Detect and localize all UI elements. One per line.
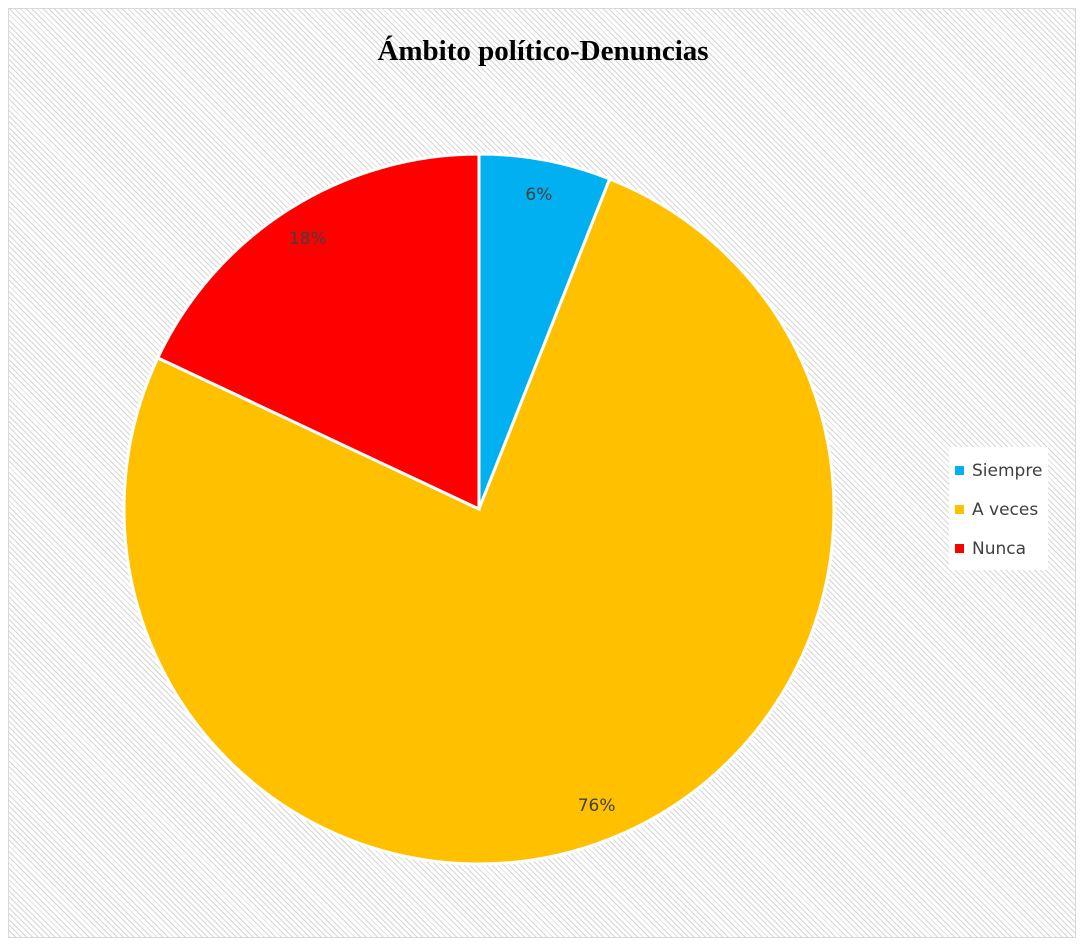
legend-swatch-siempre	[955, 466, 964, 475]
chart-title: Ámbito político-Denuncias	[377, 35, 709, 67]
legend-swatch-a-veces	[955, 505, 964, 514]
pie-slice-siempre	[477, 152, 612, 510]
legend: Siempre A veces Nunca	[949, 447, 1049, 570]
pie-slice-a-veces	[122, 176, 836, 866]
pie-plot: 6% 76% 18%	[122, 152, 836, 866]
legend-item-a-veces: A veces	[955, 490, 1042, 529]
legend-label-nunca: Nunca	[972, 538, 1027, 559]
chart-area: Ámbito político-Denuncias 6% 76% 18% Siemp…	[8, 8, 1076, 938]
legend-item-siempre: Siempre	[955, 451, 1042, 490]
legend-item-nunca: Nunca	[955, 529, 1042, 568]
data-label-siempre: 6%	[525, 185, 552, 205]
legend-swatch-nunca	[955, 544, 964, 553]
data-label-a-veces: 76%	[578, 796, 616, 816]
data-label-nunca: 18%	[289, 229, 327, 249]
legend-label-siempre: Siempre	[972, 460, 1043, 481]
legend-label-a-veces: A veces	[972, 499, 1039, 520]
pie-slice-nunca	[155, 152, 481, 512]
